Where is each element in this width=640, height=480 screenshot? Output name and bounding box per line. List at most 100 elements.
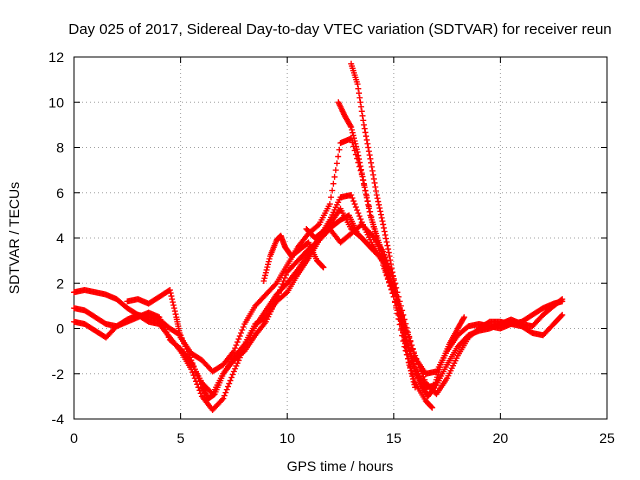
data-point	[264, 264, 271, 271]
data-point	[353, 143, 360, 150]
y-tick-label: 0	[56, 321, 64, 337]
data-point	[166, 287, 173, 294]
data-point	[168, 293, 175, 300]
series-arc-6	[348, 60, 419, 391]
data-point	[265, 261, 272, 268]
data-point	[260, 277, 267, 284]
data-point	[385, 246, 392, 253]
data-point	[379, 218, 386, 225]
data-point	[330, 180, 337, 187]
data-point	[238, 330, 245, 337]
data-point	[314, 222, 321, 229]
data-point	[384, 242, 391, 249]
data-point	[408, 370, 415, 377]
data-point	[368, 159, 375, 166]
data-point	[366, 208, 373, 215]
data-point	[558, 312, 565, 319]
data-point	[365, 144, 372, 151]
x-tick-label: 25	[599, 430, 615, 446]
data-point	[360, 180, 367, 187]
data-point	[348, 192, 355, 199]
data-point	[381, 228, 388, 235]
data-point	[357, 216, 364, 223]
data-point	[167, 290, 174, 297]
data-point	[357, 99, 364, 106]
x-tick-label: 15	[386, 430, 402, 446]
series-arc-3	[71, 221, 566, 398]
data-point	[407, 367, 414, 374]
data-point	[366, 152, 373, 159]
data-point	[395, 305, 402, 312]
data-point	[559, 296, 566, 303]
data-point	[367, 155, 374, 162]
data-point	[331, 173, 338, 180]
gridlines	[74, 57, 607, 419]
data-point	[348, 126, 355, 133]
data-point	[355, 152, 362, 159]
data-point	[399, 325, 406, 332]
data-point	[169, 299, 176, 306]
data-point	[372, 183, 379, 190]
y-tick-label: 10	[48, 94, 64, 110]
data-point	[362, 187, 369, 194]
data-point	[373, 187, 380, 194]
data-point	[380, 221, 387, 228]
data-point	[336, 146, 343, 153]
data-point	[221, 392, 228, 399]
data-point	[460, 315, 467, 322]
data-point	[192, 378, 199, 385]
x-axis-label: GPS time / hours	[287, 458, 394, 474]
data-point	[401, 336, 408, 343]
data-point	[370, 247, 377, 254]
data-point	[373, 192, 380, 199]
x-tick-label: 5	[177, 430, 185, 446]
data-point	[409, 376, 416, 383]
data-point	[412, 384, 419, 391]
data-point	[370, 175, 377, 182]
data-point	[559, 311, 566, 318]
data-point	[397, 317, 404, 324]
data-point	[197, 390, 204, 397]
data-point	[233, 342, 240, 349]
data-point	[359, 112, 366, 119]
data-point	[376, 205, 383, 212]
data-point	[370, 171, 377, 178]
data-point	[361, 125, 368, 132]
tick-labels: 0 5 10 15 20 25 -4 -2 0 2 4 6 8 10 12	[48, 49, 615, 446]
data-point	[219, 396, 226, 403]
data-point	[232, 345, 239, 352]
data-point	[371, 248, 378, 255]
data-point	[407, 337, 414, 344]
y-tick-label: 6	[56, 185, 64, 201]
data-point	[368, 231, 375, 238]
data-point	[272, 281, 279, 288]
data-point	[220, 395, 227, 402]
data-point	[195, 384, 202, 391]
data-point	[355, 210, 362, 217]
data-point	[263, 266, 270, 273]
data-point	[262, 269, 269, 276]
data-point	[349, 195, 356, 202]
data-point	[385, 249, 392, 256]
data-point	[275, 290, 282, 297]
data-point	[394, 297, 401, 304]
data-point	[388, 265, 395, 272]
y-axis-label: SDTVAR / TECUs	[6, 182, 22, 294]
data-point	[354, 207, 361, 214]
y-tick-label: -2	[52, 366, 65, 382]
data-point	[356, 94, 363, 101]
data-point	[400, 333, 407, 340]
data-point	[349, 129, 356, 136]
data-point	[392, 289, 399, 296]
data-point	[350, 132, 357, 139]
data-point	[375, 198, 382, 205]
data-point	[335, 153, 342, 160]
data-point	[351, 137, 358, 144]
data-point	[347, 122, 354, 129]
data-point	[230, 348, 237, 355]
data-point	[352, 140, 359, 147]
data-point	[411, 381, 418, 388]
data-point	[172, 311, 179, 318]
data-point	[392, 285, 399, 292]
data-point	[410, 378, 417, 385]
